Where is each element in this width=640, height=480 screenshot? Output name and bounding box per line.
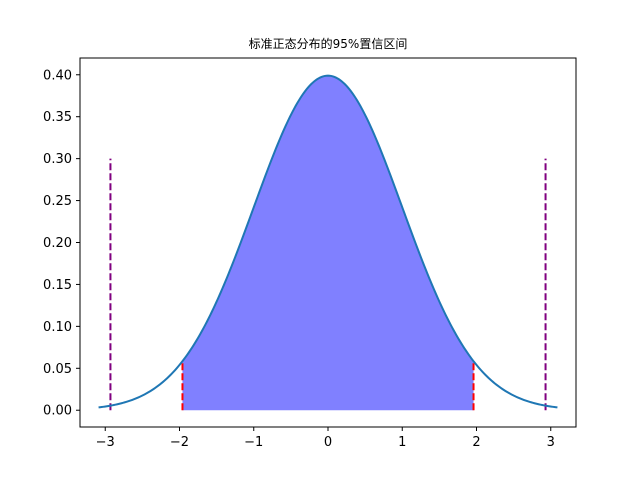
confidence-interval-area xyxy=(182,75,474,411)
y-tick-label: 0.15 xyxy=(43,278,72,293)
x-axis: −3 −2 −1 0 1 2 3 xyxy=(96,427,555,450)
normal-pdf-curve xyxy=(98,74,558,409)
x-tick-label: 1 xyxy=(398,435,406,450)
y-tick-label: 0.05 xyxy=(43,362,72,377)
x-tick-label: −2 xyxy=(170,435,189,450)
plot-area xyxy=(98,74,558,411)
y-tick-label: 0.10 xyxy=(43,320,72,335)
y-tick-label: 0.40 xyxy=(43,68,72,83)
y-tick-label: 0.00 xyxy=(43,404,72,419)
x-tick-label: −3 xyxy=(96,435,115,450)
x-tick-label: −1 xyxy=(244,435,263,450)
x-tick-label: 3 xyxy=(547,435,555,450)
y-tick-label: 0.20 xyxy=(43,236,72,251)
y-tick-label: 0.30 xyxy=(43,152,72,167)
y-axis: 0.00 0.05 0.10 0.15 0.20 0.25 0.30 0.35 0.40 xyxy=(43,68,80,419)
chart-title: 标准正态分布的95%置信区间 xyxy=(249,36,408,51)
x-tick-label: 2 xyxy=(472,435,480,450)
x-tick-label: 0 xyxy=(324,435,332,450)
y-tick-label: 0.25 xyxy=(43,194,72,209)
y-tick-label: 0.35 xyxy=(43,110,72,125)
